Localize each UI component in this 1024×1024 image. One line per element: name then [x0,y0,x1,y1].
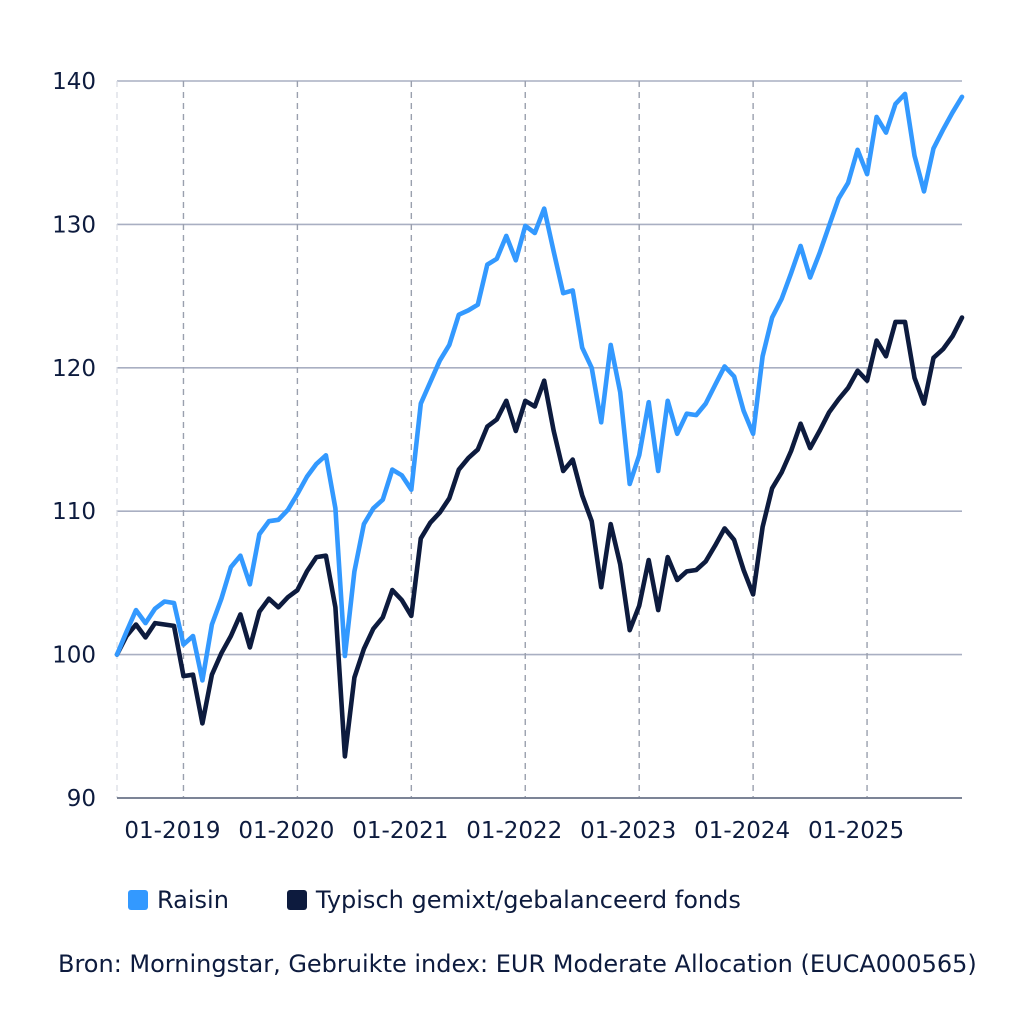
series-line-typisch-gemixt-gebalanceerd-fonds [114,315,965,759]
grid [116,80,962,798]
x-tick-label-01-2020: 01-2020 [238,818,334,844]
tick-labels: 90 100 110 120 130 140 01-2019 01-2020 01-2021 01… [52,69,904,844]
y-tick-label-110: 110 [52,499,96,525]
legend-label-typisch-fonds: Typisch gemixt/gebalanceerd fonds [315,886,741,914]
x-tick-label-01-2024: 01-2024 [694,818,790,844]
x-tick-label-01-2023: 01-2023 [580,818,676,844]
source-note: Bron: Morningstar, Gebruikte index: EUR … [58,950,977,978]
series-layer [114,91,965,759]
x-tick-label-01-2019: 01-2019 [124,818,220,844]
y-tick-label-120: 120 [52,356,96,382]
legend-item-raisin: Raisin [128,886,229,914]
x-tick-label-01-2021: 01-2021 [352,818,448,844]
x-tick-label-01-2022: 01-2022 [466,818,562,844]
legend-label-raisin: Raisin [157,886,229,914]
legend: Raisin Typisch gemixt/gebalanceerd fonds [128,884,799,916]
y-tick-label-90: 90 [67,786,96,812]
y-tick-label-100: 100 [52,643,96,669]
legend-swatch-raisin [128,890,148,910]
x-tick-label-01-2025: 01-2025 [808,818,904,844]
legend-item-typisch-fonds: Typisch gemixt/gebalanceerd fonds [286,886,741,914]
series-line-raisin [114,91,965,683]
y-tick-label-140: 140 [52,69,96,95]
y-tick-label-130: 130 [52,212,96,238]
legend-swatch-typisch-fonds [286,890,307,910]
